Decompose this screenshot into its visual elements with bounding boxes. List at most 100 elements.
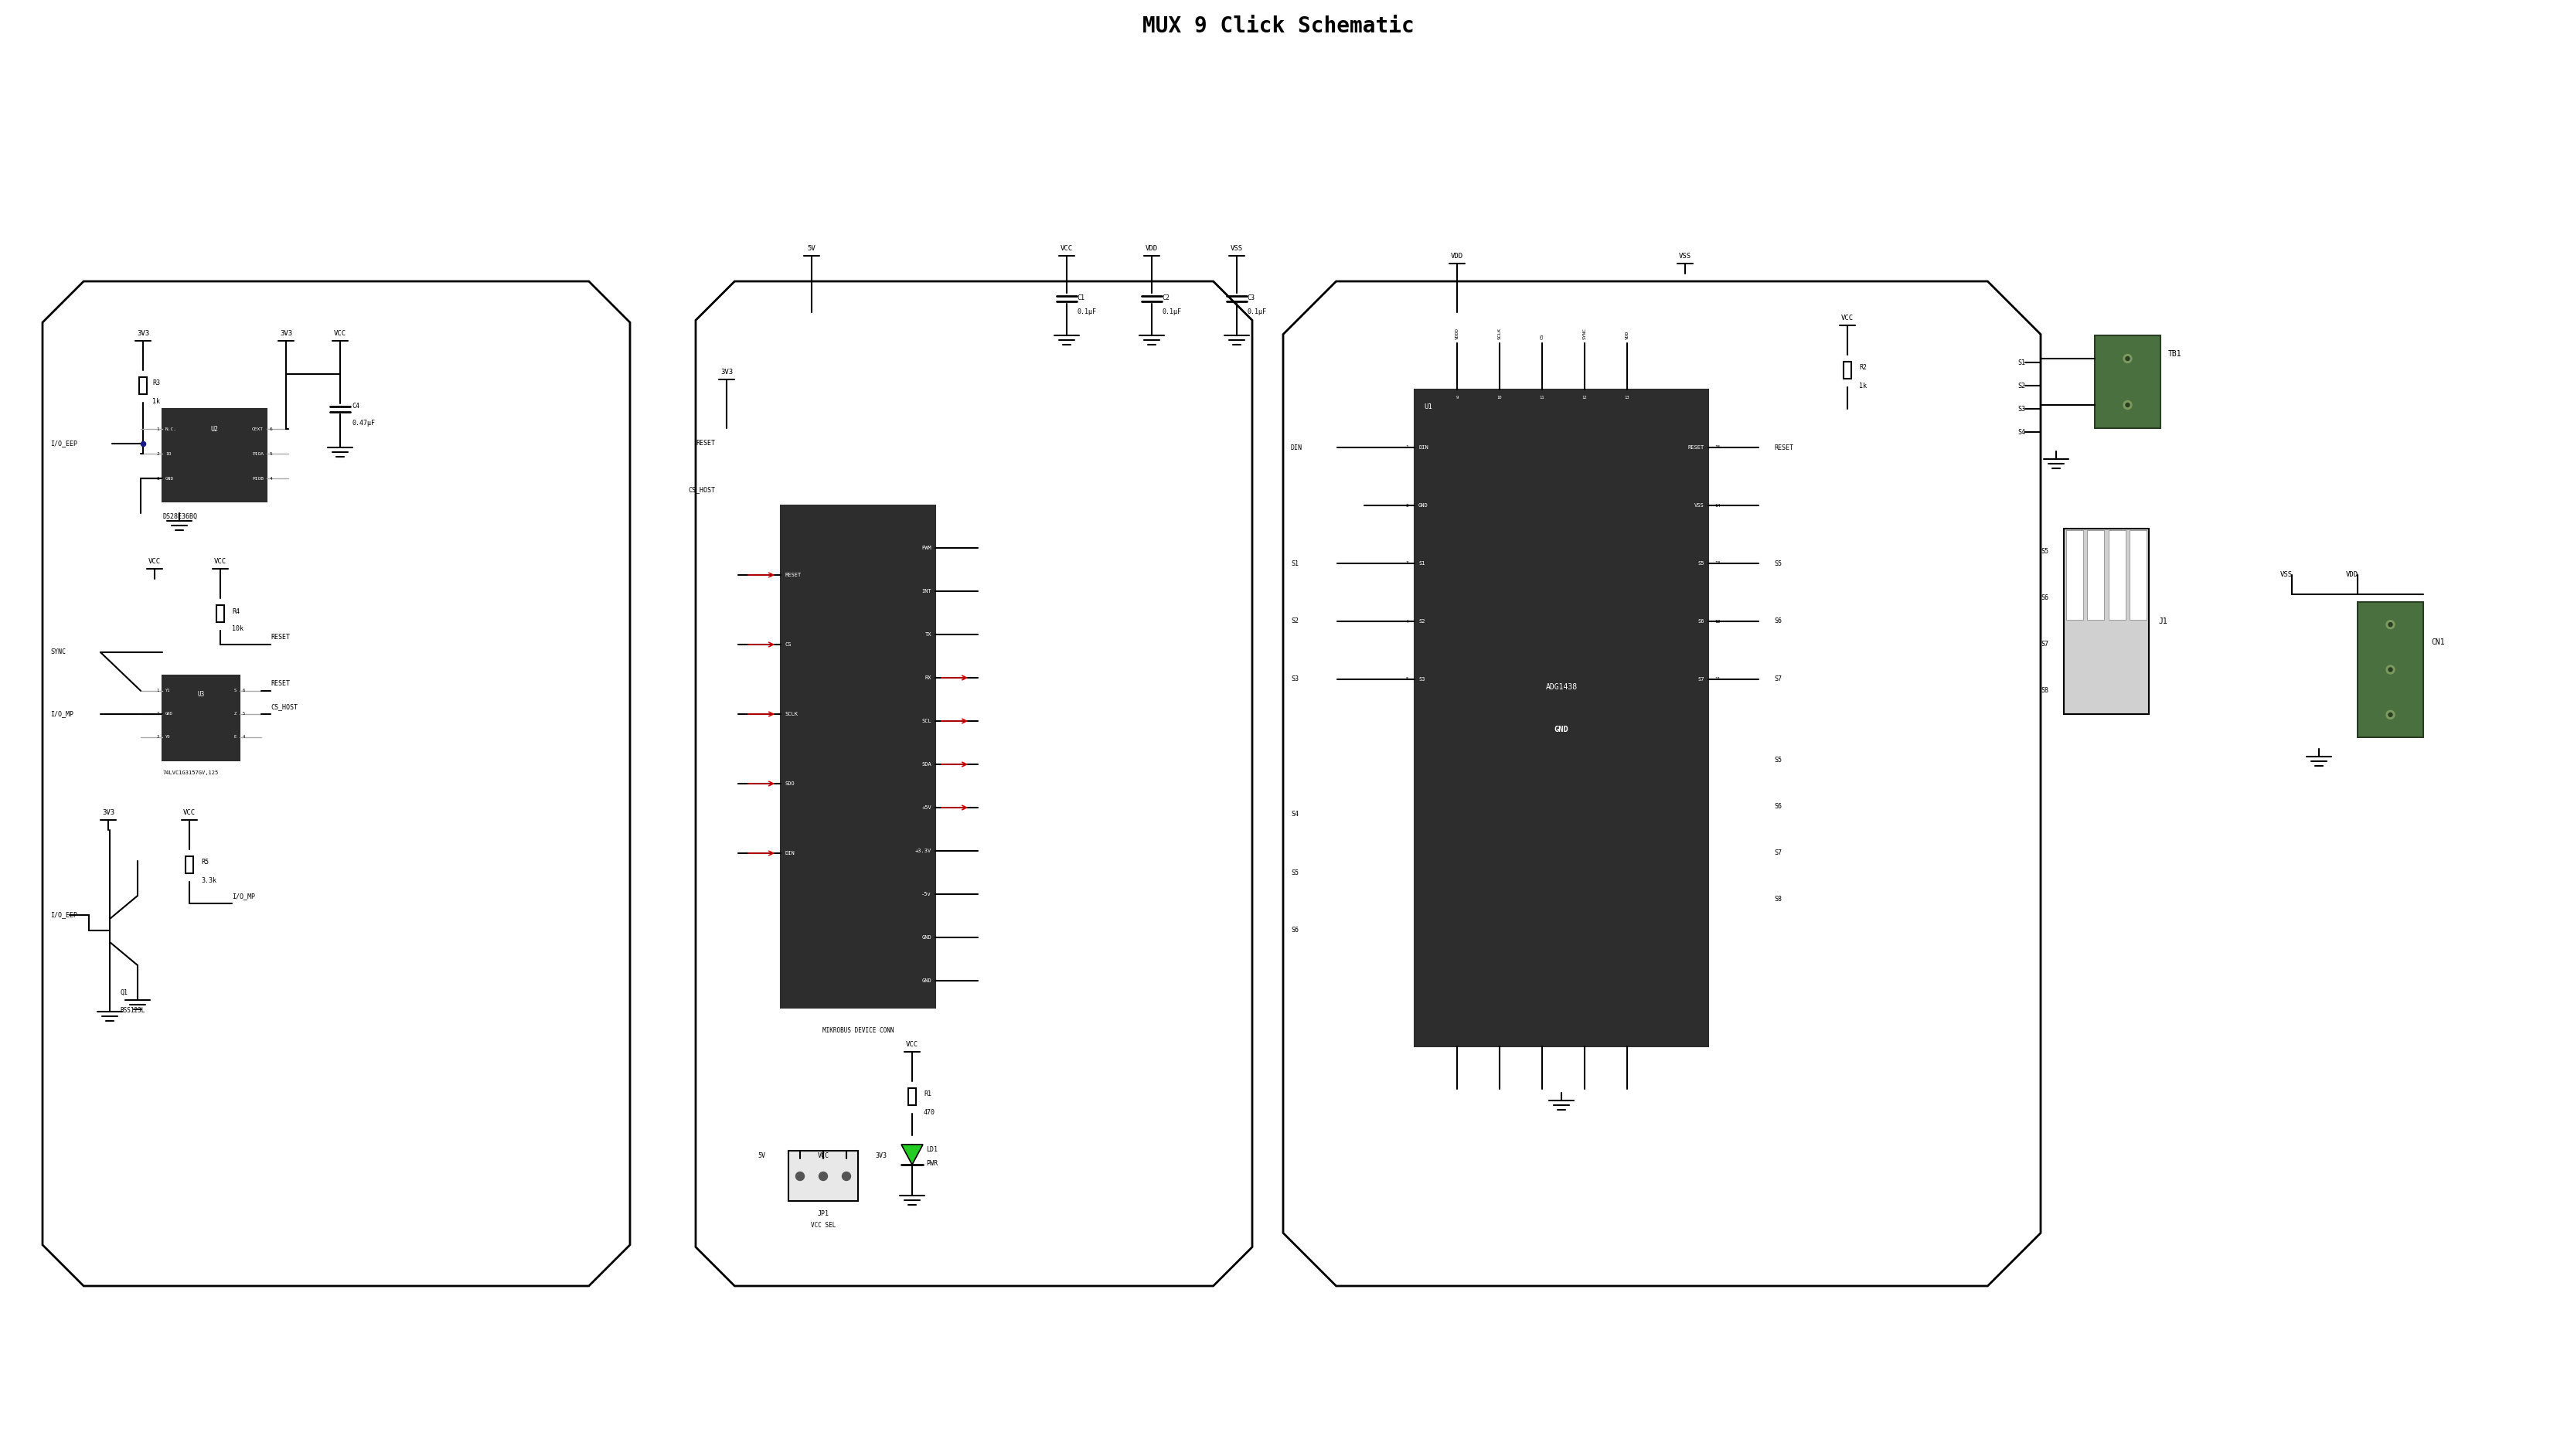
Text: SDO: SDO — [785, 782, 795, 786]
Bar — [2358, 601, 2424, 737]
Text: CEXT: CEXT — [253, 427, 263, 431]
Text: 0.1μF: 0.1μF — [1161, 309, 1181, 316]
Text: 3V3: 3V3 — [136, 331, 148, 336]
Text: 3V3: 3V3 — [279, 331, 291, 336]
Text: RESET: RESET — [271, 680, 289, 687]
Text: VDD: VDD — [1626, 331, 1629, 339]
Text: S1: S1 — [2017, 360, 2025, 365]
Bar — [187, 856, 194, 874]
Bar — [2063, 529, 2148, 713]
Text: S7: S7 — [1775, 850, 1782, 856]
Bar — [2066, 530, 2084, 620]
Text: VCC: VCC — [1061, 245, 1074, 252]
Text: DIN: DIN — [1419, 446, 1429, 450]
Bar — [780, 505, 936, 1008]
Bar — [217, 606, 225, 622]
Text: IO: IO — [166, 451, 171, 456]
Bar — [788, 1150, 859, 1201]
Text: PIOB: PIOB — [253, 476, 263, 480]
Text: S6: S6 — [1775, 617, 1782, 625]
Text: PIOA: PIOA — [253, 451, 263, 456]
Text: S6: S6 — [1291, 927, 1299, 933]
Text: 5V: 5V — [757, 1153, 765, 1159]
Text: 0.1μF: 0.1μF — [1248, 309, 1266, 316]
Text: 12: 12 — [1713, 619, 1721, 623]
Text: I/O_EEP: I/O_EEP — [51, 440, 77, 447]
Bar — [161, 676, 240, 760]
Circle shape — [795, 1172, 805, 1181]
Text: S3: S3 — [1419, 677, 1424, 681]
Text: C2: C2 — [1161, 294, 1169, 301]
Text: RESET: RESET — [1775, 444, 1792, 451]
Text: GND: GND — [1419, 504, 1429, 508]
Text: VSS: VSS — [1695, 504, 1706, 508]
Text: S6: S6 — [2040, 594, 2048, 601]
Text: 1: 1 — [1406, 446, 1409, 450]
Circle shape — [2122, 400, 2133, 409]
Text: VCC: VCC — [148, 558, 161, 565]
Text: C4: C4 — [353, 403, 361, 411]
Text: I/O_EEP: I/O_EEP — [51, 911, 77, 919]
Text: VDD: VDD — [2345, 572, 2358, 578]
Text: DIN: DIN — [1291, 444, 1302, 451]
Text: 5: 5 — [1406, 677, 1409, 681]
Text: J1: J1 — [2158, 617, 2168, 625]
Text: INT: INT — [921, 588, 931, 594]
Text: 0.1μF: 0.1μF — [1076, 309, 1097, 316]
Text: MUX 9 Click Schematic: MUX 9 Click Schematic — [1143, 16, 1414, 36]
Text: CS_HOST: CS_HOST — [271, 703, 297, 711]
Text: Y1: Y1 — [166, 689, 171, 693]
Text: GND: GND — [166, 476, 174, 480]
Text: 3: 3 — [156, 476, 159, 480]
Text: VCC: VCC — [1841, 314, 1854, 322]
Text: DIN: DIN — [785, 850, 795, 856]
Text: GND: GND — [1555, 725, 1567, 734]
Text: +3.3V: +3.3V — [915, 849, 931, 853]
Text: 4: 4 — [271, 476, 274, 480]
Text: Y0: Y0 — [166, 735, 171, 740]
Text: RESET: RESET — [271, 633, 289, 641]
Circle shape — [2122, 354, 2133, 363]
Text: S3: S3 — [2017, 405, 2025, 412]
Bar — [2130, 530, 2148, 620]
Text: 1k: 1k — [153, 397, 161, 405]
Text: U3: U3 — [197, 690, 205, 697]
Text: S5: S5 — [1698, 561, 1706, 566]
Text: U2: U2 — [210, 425, 217, 432]
Bar — [908, 1088, 915, 1105]
Text: S1: S1 — [1419, 561, 1424, 566]
Circle shape — [841, 1172, 851, 1181]
Bar — [1414, 390, 1708, 1047]
Text: 14: 14 — [1713, 504, 1721, 507]
Text: SDA: SDA — [921, 761, 931, 767]
Text: CS_HOST: CS_HOST — [688, 486, 716, 494]
Circle shape — [818, 1172, 828, 1181]
Text: LD1: LD1 — [926, 1146, 938, 1153]
Text: VSS: VSS — [1230, 245, 1243, 252]
Text: SCL: SCL — [921, 719, 931, 724]
Text: 6: 6 — [271, 427, 274, 431]
Text: 12: 12 — [1583, 396, 1588, 399]
Text: BSS123L: BSS123L — [120, 1006, 146, 1013]
Text: 470: 470 — [923, 1108, 936, 1115]
Text: C1: C1 — [1076, 294, 1084, 301]
Text: DS28E36BQ: DS28E36BQ — [161, 513, 197, 520]
Text: RX: RX — [926, 676, 931, 680]
Text: 5: 5 — [271, 451, 274, 456]
Text: R3: R3 — [153, 380, 161, 387]
Text: S2: S2 — [1419, 619, 1424, 623]
Circle shape — [2388, 668, 2393, 671]
Text: 10k: 10k — [233, 626, 243, 632]
Text: N.C.: N.C. — [166, 427, 176, 431]
Text: RESET: RESET — [785, 572, 800, 577]
Text: 3V3: 3V3 — [874, 1153, 887, 1159]
Text: VCC: VCC — [215, 558, 228, 565]
Text: 0.47μF: 0.47μF — [353, 419, 376, 427]
Text: VCC: VCC — [905, 1041, 918, 1048]
Text: 1: 1 — [156, 427, 159, 431]
Circle shape — [2388, 713, 2393, 716]
Text: S7: S7 — [1775, 676, 1782, 683]
Text: S7: S7 — [2040, 641, 2048, 648]
Text: PWM: PWM — [921, 546, 931, 550]
Bar — [138, 377, 146, 395]
